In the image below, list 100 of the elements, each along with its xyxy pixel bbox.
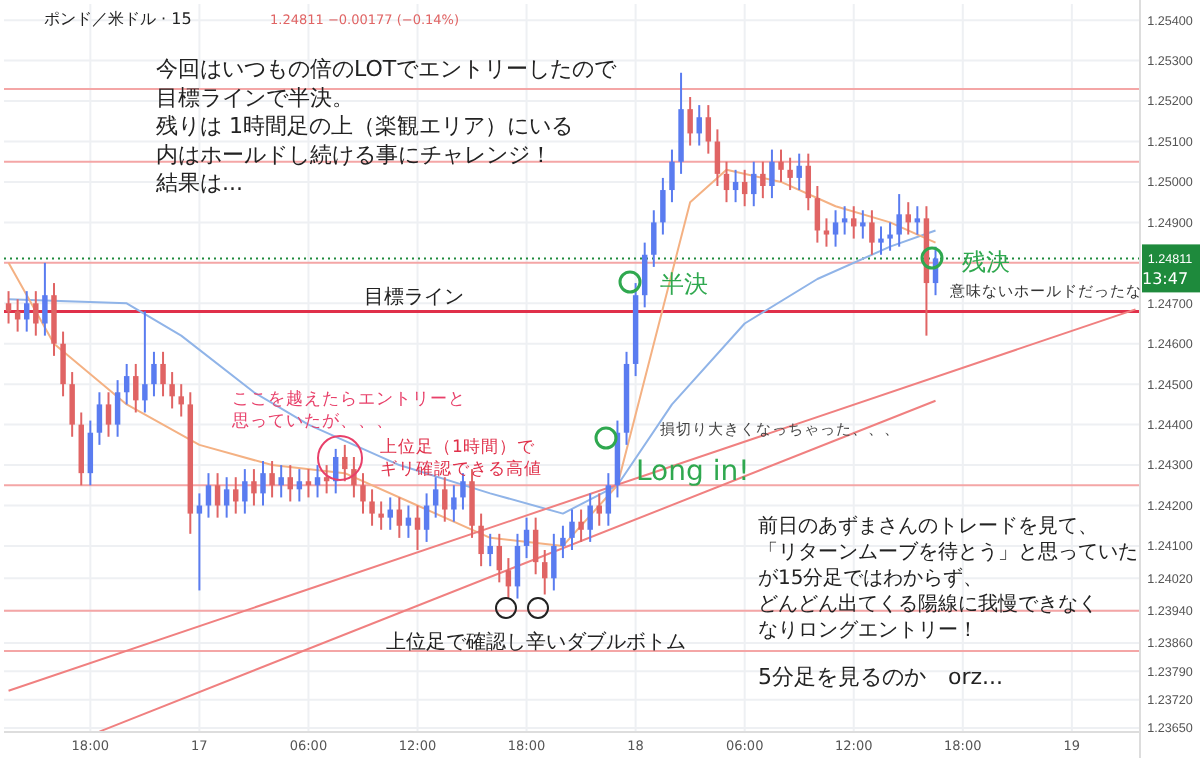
- candlestick: [351, 455, 357, 499]
- candlestick: [205, 472, 212, 519]
- candlestick: [5, 290, 12, 325]
- candlestick: [751, 160, 757, 208]
- candlestick: [214, 472, 221, 519]
- candlestick: [360, 472, 366, 515]
- candlestick: [778, 148, 784, 183]
- candlestick: [551, 532, 557, 592]
- candlestick: [387, 496, 393, 531]
- candlestick: [396, 496, 403, 539]
- candlestick: [105, 391, 112, 438]
- candlestick: [787, 156, 793, 192]
- candlestick: [605, 472, 612, 527]
- annotation: 今回はいつもの倍のLOTでエントリーしたので目標ラインで半決。残りは 1時間足の上（楽観エリア）にいる内はホールドし続ける事にチャレンジ！結果は...: [154, 56, 619, 197]
- candlestick: [869, 209, 875, 256]
- annotation: 前日のあずまさんのトレードを見て、「リターンムーブを待とう」と思っていたが15分足ではわからず、どんどん出てくる陽線に我慢できなくなりロングエントリー！: [758, 514, 1138, 642]
- candlestick: [469, 468, 475, 539]
- candlestick: [242, 468, 248, 515]
- candlestick: [696, 104, 702, 147]
- candlestick: [451, 484, 457, 523]
- candlestick: [896, 193, 902, 248]
- candlestick: [114, 379, 121, 438]
- candlestick: [914, 205, 921, 236]
- candlestick: [260, 460, 266, 507]
- candlestick: [369, 488, 375, 527]
- candlestick: [887, 221, 893, 252]
- text: 13:47: [1142, 270, 1189, 288]
- candlestick: [741, 168, 748, 208]
- candlestick: [769, 148, 775, 200]
- line-series: [7, 229, 937, 515]
- annotation: Long in!: [636, 456, 750, 488]
- candlestick: [133, 362, 139, 414]
- candlestick: [851, 205, 857, 240]
- candlestick: [405, 504, 412, 539]
- annotation: 残決: [962, 248, 1010, 276]
- candlestick: [641, 241, 648, 309]
- candlestick: [33, 290, 39, 337]
- candlestick: [305, 468, 312, 499]
- candlestick: [142, 310, 148, 414]
- candlestick: [442, 476, 448, 523]
- chart-title: ポンド／米ドル · 15: [44, 10, 192, 28]
- candlestick: [796, 152, 802, 192]
- candlestick: [569, 508, 575, 551]
- annotation: 上位足で確認し辛いダブルボトム: [386, 630, 686, 654]
- candlestick: [233, 476, 239, 515]
- candlestick: [42, 261, 48, 337]
- candlestick: [60, 330, 66, 398]
- candlestick: [269, 460, 275, 499]
- candlestick: [169, 371, 175, 410]
- candlestick: [832, 209, 839, 248]
- candlestick: [487, 532, 493, 568]
- candlestick: [123, 362, 130, 406]
- candlestick: [705, 104, 712, 155]
- candlestick: [478, 512, 484, 568]
- candlestick: [723, 160, 730, 204]
- candlestick: [805, 152, 812, 212]
- annotation: ここを越えたらエントリーと思っていたが、、、: [230, 388, 466, 433]
- candlestick: [278, 464, 284, 499]
- candlestick: [596, 492, 602, 527]
- candlestick: [841, 205, 848, 236]
- candlestick: [542, 549, 548, 596]
- candlestick: [732, 168, 739, 204]
- candlestick: [878, 225, 884, 256]
- candlestick: [532, 516, 539, 576]
- candlestick: [296, 468, 303, 503]
- candlestick: [223, 476, 230, 519]
- candlestick: [87, 419, 94, 487]
- candlestick: [523, 516, 530, 560]
- candlestick: [314, 464, 321, 499]
- candlestick: [669, 148, 675, 204]
- candlestick: [14, 298, 21, 333]
- candlestick: [514, 532, 521, 600]
- candlestick: [496, 532, 503, 584]
- candlestick: [178, 383, 184, 418]
- candlestick: [714, 128, 721, 187]
- candlestick: [287, 464, 293, 503]
- candlestick: [823, 217, 830, 248]
- candlestick: [342, 443, 348, 483]
- candlestick: [505, 557, 512, 600]
- candlestick: [560, 524, 566, 560]
- candlestick: [69, 371, 75, 438]
- candlestick: [414, 504, 421, 551]
- annotation: 上位足（1時間）でギリ確認できる高値: [380, 436, 542, 481]
- candlestick: [96, 391, 103, 446]
- candlestick: [587, 492, 593, 543]
- candlestick: [23, 290, 30, 333]
- annotation: 5分足を見るのか orz...: [758, 664, 1004, 690]
- candlestick: [432, 476, 439, 519]
- ref-line-label: 目標ライン: [364, 285, 464, 310]
- candlestick: [423, 492, 430, 543]
- candlestick: [378, 500, 384, 531]
- candlestick: [687, 96, 693, 147]
- candlestick: [251, 468, 257, 507]
- candlestick: [578, 508, 584, 543]
- candlestick: [151, 350, 157, 398]
- candlestick: [460, 472, 466, 511]
- candlestick: [814, 185, 821, 244]
- candlestick: [660, 176, 666, 236]
- candlestick: [760, 160, 766, 200]
- candlestick: [196, 492, 203, 592]
